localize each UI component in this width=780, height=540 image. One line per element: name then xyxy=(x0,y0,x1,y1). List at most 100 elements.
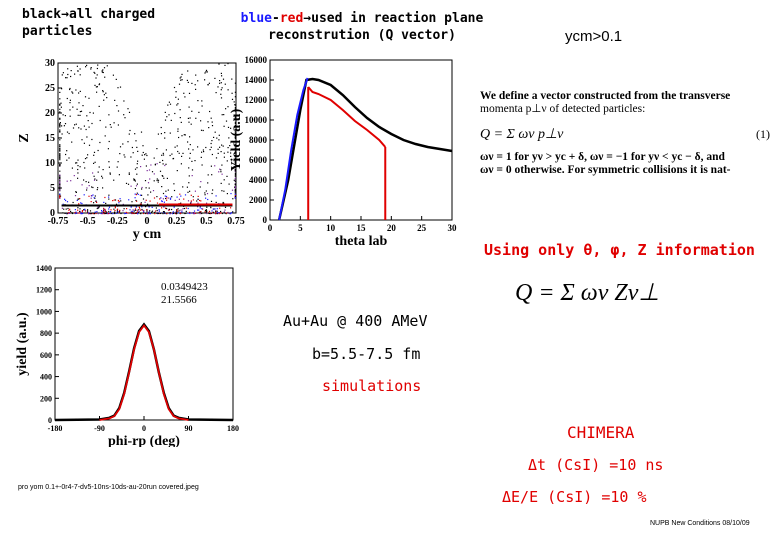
scatter-point xyxy=(183,207,186,210)
legend-blue-red: blue-red→used in reaction plane reconstr… xyxy=(232,10,492,44)
scatter-point xyxy=(103,99,105,101)
scatter-point xyxy=(117,124,119,126)
scatter-point xyxy=(168,209,170,211)
scatter-point xyxy=(187,200,190,202)
scatter-point xyxy=(59,144,61,146)
scatter-point xyxy=(65,153,67,156)
scatter-point xyxy=(59,196,61,198)
scatter-point xyxy=(231,78,233,80)
scatter-point xyxy=(188,175,190,177)
scatter-point xyxy=(168,101,170,103)
scatter-point xyxy=(208,127,210,129)
scatter-point xyxy=(71,212,74,215)
scatter-point xyxy=(197,209,199,211)
y-tick-label: 600 xyxy=(40,351,52,360)
scatter-point xyxy=(123,100,125,102)
plot-frame xyxy=(57,62,237,214)
scatter-point xyxy=(83,125,85,127)
scatter-point xyxy=(181,155,183,157)
scatter-point xyxy=(205,190,207,192)
scatter-point xyxy=(98,206,100,208)
scatter-point xyxy=(187,117,189,119)
x-tick-label: -0.75 xyxy=(48,216,69,227)
scatter-point xyxy=(135,209,137,211)
scatter-point xyxy=(79,166,81,168)
scatter-point xyxy=(108,114,110,116)
series-line-0 xyxy=(277,77,453,221)
scatter-point xyxy=(234,160,236,162)
scatter-point xyxy=(93,202,95,204)
y-tick-label: 0 xyxy=(48,416,52,425)
scatter-point xyxy=(77,177,79,179)
scatter-point xyxy=(181,209,183,211)
scatter-point xyxy=(117,87,119,89)
scatter-point xyxy=(86,187,88,189)
scatter-point xyxy=(207,182,209,184)
scatter-point xyxy=(210,146,212,148)
scatter-point xyxy=(81,139,83,141)
scatter-point xyxy=(136,192,138,194)
scatter-point xyxy=(156,178,158,180)
scatter-point xyxy=(96,74,98,76)
scatter-point xyxy=(157,211,159,213)
scatter-point xyxy=(103,207,105,209)
scatter-point xyxy=(108,208,110,210)
scatter-point xyxy=(137,211,139,213)
scatter-point xyxy=(197,206,199,208)
scatter-point xyxy=(160,212,162,214)
scatter-point xyxy=(234,144,236,147)
scatter-point xyxy=(129,209,131,211)
scatter-point xyxy=(59,186,61,188)
scatter-point xyxy=(134,197,136,199)
scatter-point xyxy=(88,126,90,128)
scatter-point xyxy=(216,210,218,212)
scatter-point xyxy=(109,172,111,174)
scatter-point xyxy=(61,133,63,135)
x-tick-label: 0.5 xyxy=(200,216,213,227)
scatter-point xyxy=(150,164,152,166)
scatter-point xyxy=(183,92,185,94)
scatter-point xyxy=(71,212,73,214)
scatter-point xyxy=(64,198,66,200)
scatter-point xyxy=(86,64,88,66)
scatter-point xyxy=(72,106,74,108)
scatter-point xyxy=(68,212,71,214)
scatter-point xyxy=(158,210,160,212)
scatter-point xyxy=(59,176,61,178)
scatter-point xyxy=(234,117,236,119)
scatter-point xyxy=(66,131,69,133)
scatter-point xyxy=(220,82,222,84)
scatter-point xyxy=(108,166,110,168)
scatter-point xyxy=(220,210,222,213)
scatter-point xyxy=(64,123,67,125)
scatter-point xyxy=(140,202,142,204)
scatter-point xyxy=(234,107,236,109)
scatter-point xyxy=(103,210,105,212)
scatter-point xyxy=(136,210,138,212)
scatter-point xyxy=(93,179,96,181)
scatter-point xyxy=(157,213,159,215)
scatter-point xyxy=(176,170,178,172)
scatter-point xyxy=(201,151,203,153)
scatter-point xyxy=(231,98,234,100)
scatter-point xyxy=(215,195,217,197)
scatter-point xyxy=(143,210,145,212)
scatter-point xyxy=(103,209,105,211)
scatter-point xyxy=(159,161,161,163)
scatter-point xyxy=(119,146,122,148)
scatter-point xyxy=(221,212,223,215)
scatter-point xyxy=(219,207,221,209)
scatter-point xyxy=(101,212,103,214)
scatter-point xyxy=(234,167,236,169)
scatter-point xyxy=(135,194,137,196)
legend-red-word: red xyxy=(279,11,304,26)
annotation-1: 21.5566 xyxy=(161,294,197,306)
scatter-point xyxy=(197,146,199,148)
scatter-point xyxy=(118,211,121,213)
scatter-point xyxy=(234,175,236,177)
scatter-point xyxy=(181,79,183,81)
scatter-point xyxy=(234,184,236,186)
scatter-point xyxy=(59,147,61,149)
scatter-point xyxy=(198,111,200,113)
scatter-point xyxy=(89,212,91,214)
